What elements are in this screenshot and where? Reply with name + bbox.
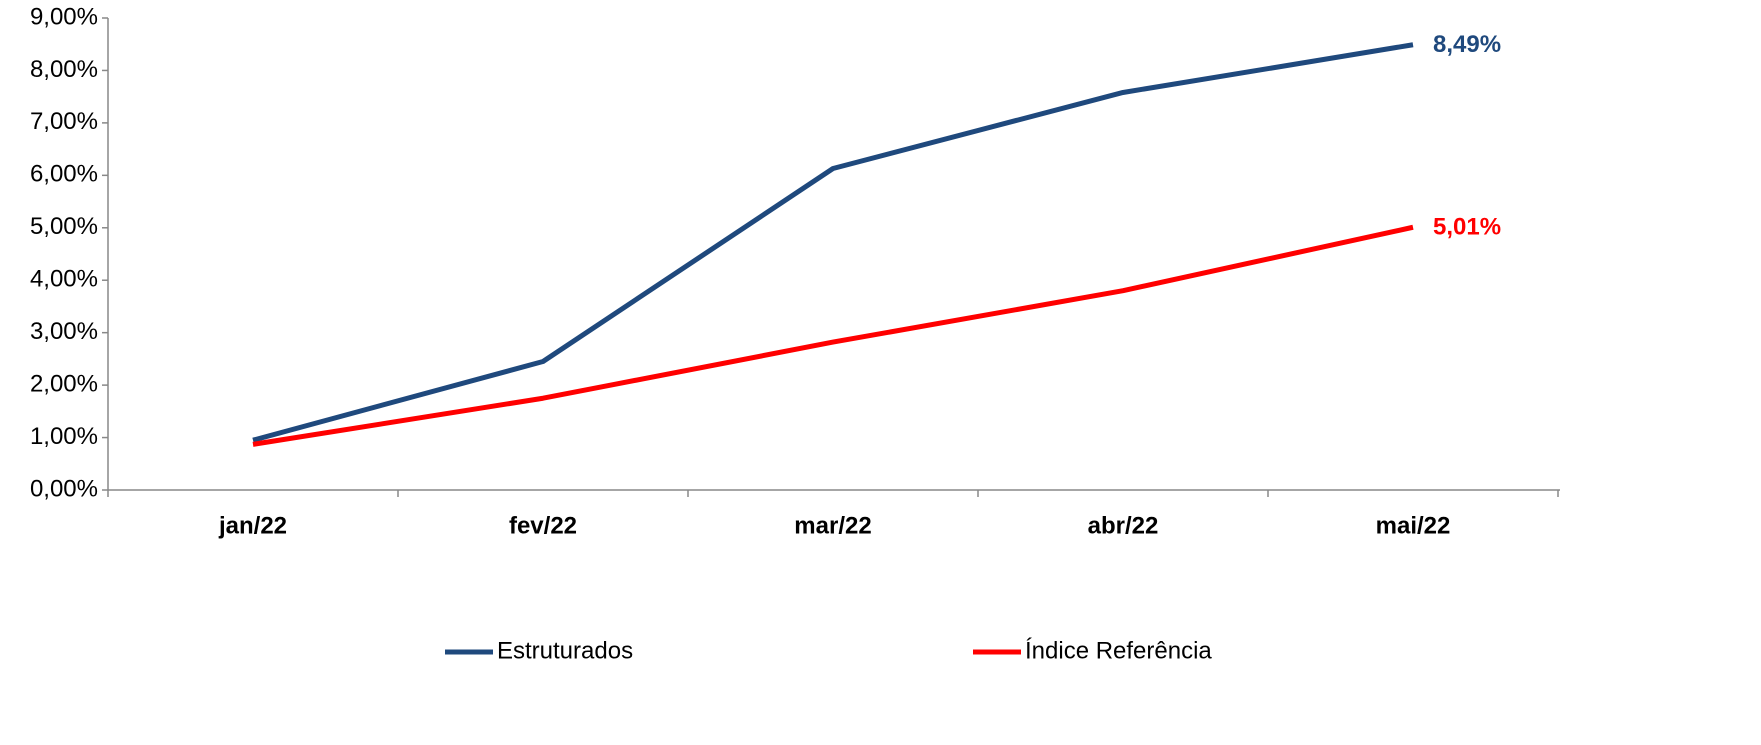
y-tick-label: 1,00% (30, 423, 98, 450)
y-tick-label: 9,00% (30, 3, 98, 30)
data-label: 8,49% (1433, 31, 1501, 58)
legend-label: Índice Referência (1025, 637, 1212, 664)
x-tick-label: mar/22 (794, 512, 871, 539)
data-label: 5,01% (1433, 214, 1501, 241)
y-tick-label: 3,00% (30, 318, 98, 345)
y-tick-label: 8,00% (30, 56, 98, 83)
y-tick-label: 2,00% (30, 370, 98, 397)
x-tick-label: abr/22 (1088, 512, 1159, 539)
x-tick-label: jan/22 (218, 512, 287, 539)
series-line (252, 42, 1414, 443)
y-tick-label: 0,00% (30, 475, 98, 502)
y-tick-label: 7,00% (30, 108, 98, 135)
x-tick-label: fev/22 (509, 512, 577, 539)
series-line (252, 224, 1414, 447)
y-tick-label: 5,00% (30, 213, 98, 240)
x-tick-label: mai/22 (1376, 512, 1451, 539)
y-tick-label: 4,00% (30, 266, 98, 293)
legend-label: Estruturados (497, 637, 633, 664)
y-tick-label: 6,00% (30, 161, 98, 188)
